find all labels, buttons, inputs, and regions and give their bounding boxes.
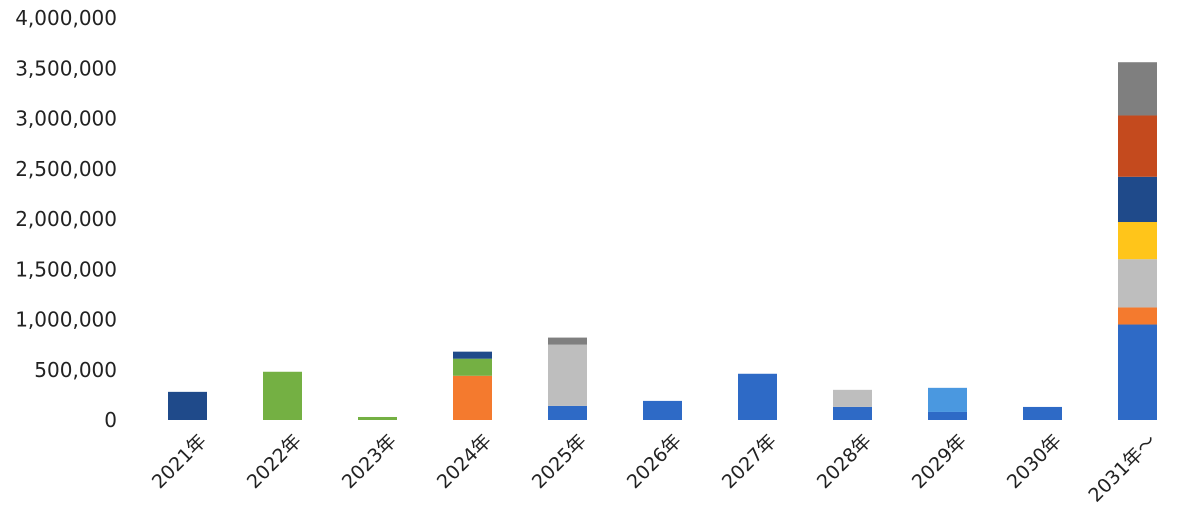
x-tick-label: 2027年 bbox=[718, 430, 781, 493]
bar-segment bbox=[928, 411, 967, 420]
y-tick-label: 2,000,000 bbox=[15, 207, 117, 231]
bar-segment bbox=[833, 406, 872, 420]
bar-stack bbox=[1118, 62, 1157, 420]
bar-segment bbox=[548, 344, 587, 406]
bar-segment bbox=[1118, 259, 1157, 308]
bar-stack bbox=[168, 391, 207, 420]
bar-segment bbox=[1118, 115, 1157, 177]
x-tick-label: 2028年 bbox=[813, 430, 876, 493]
bar-segment bbox=[833, 389, 872, 407]
bar-segment bbox=[453, 351, 492, 359]
bar-stack bbox=[358, 416, 397, 420]
bar-stack bbox=[833, 389, 872, 420]
y-tick-label: 3,500,000 bbox=[15, 56, 117, 80]
x-tick-label: 2030年 bbox=[1003, 430, 1066, 493]
y-tick-label: 3,000,000 bbox=[15, 107, 117, 131]
bar-stack bbox=[263, 371, 302, 420]
bar-segment bbox=[1118, 307, 1157, 325]
x-tick-label: 2026年 bbox=[623, 430, 686, 493]
y-tick-label: 500,000 bbox=[34, 358, 117, 382]
bar-segment bbox=[1118, 176, 1157, 223]
y-tick-label: 1,500,000 bbox=[15, 257, 117, 281]
bar-stack bbox=[643, 400, 682, 420]
bar-stack bbox=[928, 387, 967, 420]
bar-stack bbox=[1023, 406, 1062, 420]
bar-segment bbox=[1118, 222, 1157, 260]
x-tick-label: 2031年～ bbox=[1084, 430, 1161, 507]
y-tick-label: 0 bbox=[104, 408, 117, 432]
x-tick-label: 2023年 bbox=[338, 430, 401, 493]
bar-segment bbox=[548, 337, 587, 345]
bar-segment bbox=[453, 358, 492, 376]
bar-segment bbox=[1118, 324, 1157, 420]
bar-segment bbox=[168, 391, 207, 420]
x-tick-label: 2024年 bbox=[433, 430, 496, 493]
bar-stack bbox=[738, 373, 777, 420]
y-tick-label: 2,500,000 bbox=[15, 157, 117, 181]
x-tick-label: 2029年 bbox=[908, 430, 971, 493]
x-tick-label: 2022年 bbox=[243, 430, 306, 493]
x-tick-label: 2025年 bbox=[528, 430, 591, 493]
bar-segment bbox=[738, 373, 777, 420]
bar-segment bbox=[1023, 406, 1062, 420]
bar-segment bbox=[263, 371, 302, 420]
y-axis: 0 500,000 1,000,000 1,500,000 2,000,000 2,500… bbox=[15, 6, 117, 432]
bar-segment bbox=[548, 405, 587, 420]
x-axis: 2021年 2022年 2023年 2024年 2025年 2026年 2027年 2028年… bbox=[148, 430, 1161, 507]
bars bbox=[168, 62, 1157, 420]
y-tick-label: 4,000,000 bbox=[15, 6, 117, 30]
bar-stack bbox=[453, 351, 492, 420]
bar-segment bbox=[928, 387, 967, 412]
x-tick-label: 2021年 bbox=[148, 430, 211, 493]
bar-segment bbox=[643, 400, 682, 420]
y-tick-label: 1,000,000 bbox=[15, 308, 117, 332]
bar-segment bbox=[1118, 62, 1157, 116]
bar-stack bbox=[548, 337, 587, 420]
bar-segment bbox=[453, 375, 492, 420]
bar-segment bbox=[358, 416, 397, 420]
